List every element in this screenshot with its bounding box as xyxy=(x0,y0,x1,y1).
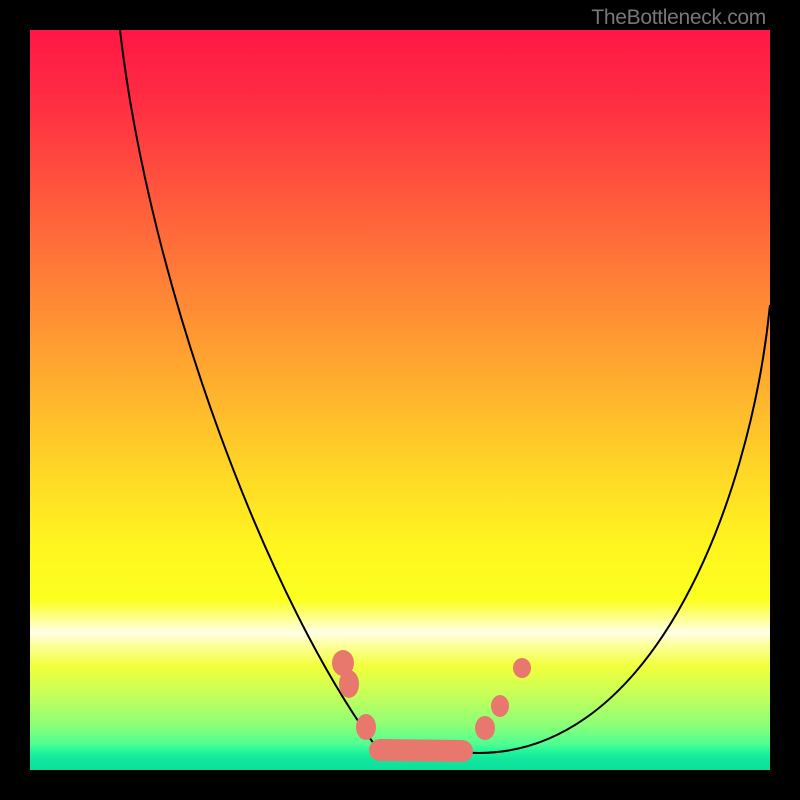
bottleneck-curve xyxy=(120,30,770,753)
watermark-text: TheBottleneck.com xyxy=(591,6,766,30)
data-marker xyxy=(339,670,359,698)
curve-layer xyxy=(30,30,770,770)
data-marker xyxy=(513,658,531,678)
data-marker xyxy=(475,716,495,740)
data-marker xyxy=(491,695,509,717)
chart-frame: TheBottleneck.com xyxy=(0,0,800,800)
plot-area xyxy=(30,30,770,770)
data-marker xyxy=(356,714,376,740)
data-marker xyxy=(369,739,473,762)
